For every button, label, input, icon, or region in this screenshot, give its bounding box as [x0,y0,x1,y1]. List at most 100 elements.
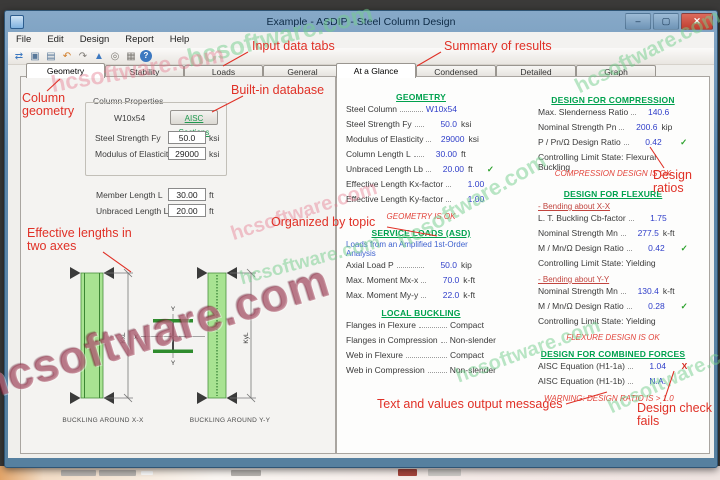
row-unit: kip [461,260,472,270]
cross-section-shape [141,314,205,358]
result-row: Steel Strength Fy 50.0 ksi [346,119,496,134]
result-row: M / Mn/Ω Design Ratio 0.28 ✓ [538,301,688,316]
result-row: L. T. Buckling Cb-factor 1.75 [538,213,688,228]
result-row: Axial Load P 50.0 kip [346,260,496,275]
copy-icon[interactable]: ▣ [30,50,40,62]
row-unit: kip [661,122,673,132]
row-label: Max. Moment Mx-x [346,275,419,285]
row-value: 130.4 [637,286,659,296]
dotted-leader [414,126,424,127]
dotted-leader [421,297,427,298]
titlebar[interactable]: Example - ASDIP - Steel Column Design – … [5,11,717,32]
minimize-button[interactable]: – [625,13,651,30]
row-label: AISC Equation (H1-1a) [538,361,625,371]
row-value: 20.00 [442,164,465,174]
section-designation-label: W10x54 [114,113,146,123]
preview-icon[interactable]: ◎ [110,50,120,62]
row-label: Steel Strength Fy [346,119,412,129]
dotted-leader [426,141,432,142]
row-label: Modulus of Elasticity [346,134,424,144]
result-row: P / Pn/Ω Design Ratio 0.42 ✓ [538,137,688,152]
taskbar-item[interactable] [231,470,261,476]
tab-stability[interactable]: Stability [105,65,184,78]
geometry-section: GEOMETRY Steel Column W10x54 Steel Streng… [346,92,496,221]
print-icon[interactable]: ▦ [126,50,136,62]
taskbar-item[interactable] [428,469,461,476]
tab-condensed[interactable]: Condensed [416,65,496,78]
dotted-leader [446,186,452,187]
tab-detailed[interactable]: Detailed [496,65,576,78]
caption-buckling-xx: BUCKLING AROUND X-X [62,417,144,424]
taskbar-item[interactable] [398,469,417,476]
fail-icon: X [681,361,688,371]
menu-report[interactable]: Report [125,34,154,45]
tab-graph[interactable]: Graph [576,65,656,78]
taskbar-item[interactable] [99,470,136,476]
steel-strength-input[interactable] [168,131,206,144]
result-row: Flanges in Compression Non-slender [346,335,496,350]
row-label: Axial Load P [346,260,394,270]
redo-icon[interactable]: ↷ [78,50,88,62]
row-unit: k-ft [662,228,675,238]
modulus-input[interactable] [168,147,206,160]
result-row: Steel Column W10x54 [346,104,496,119]
axis-y-bottom-label: Y [171,360,176,367]
menu-edit[interactable]: Edit [47,34,64,45]
client-area: File Edit Design Report Help ⇄ ▣ ▤ ↶ ↷ ▲… [8,32,714,458]
desktop-taskbar-strip [0,466,720,480]
row-value: 277.5 [637,228,659,238]
row-value: 0.28 [648,301,665,311]
dotted-leader [446,201,452,202]
row-value: 30.00 [435,149,457,159]
help-icon[interactable]: ? [140,50,152,62]
row-value: 50.0 [440,119,457,129]
menu-help[interactable]: Help [169,34,190,45]
dotted-leader [421,282,427,283]
compression-title: DESIGN FOR COMPRESSION [551,95,675,105]
row-value: 50.0 [440,260,457,270]
menu-design[interactable]: Design [79,34,110,45]
menu-file[interactable]: File [16,34,32,45]
row-label: Column Length L [346,149,411,159]
aisc-sections-button[interactable]: AISC Sections [170,110,218,137]
dotted-leader [400,111,423,112]
result-row: Column Length L 30.00 ft [346,149,496,164]
compression-status: COMPRESSION DESIGN IS OK [554,169,672,178]
row-label: Flanges in Flexure [346,320,416,330]
check-icon: ✓ [680,301,688,311]
result-row: Modulus of Elasticity 29000 ksi [346,134,496,149]
buckling-diagram: KxL X X Y Y [62,267,270,424]
axis-x-left-label: X [134,334,139,341]
row-value: 22.0 [442,290,460,300]
row-unit: ft [461,149,466,159]
tab-at-a-glance[interactable]: At a Glance [336,63,416,78]
result-row: AISC Equation (H1-1b) N.A. [538,376,688,391]
taskbar-item[interactable] [141,471,153,475]
dotted-leader [626,250,632,251]
result-row: Unbraced Length Lb 20.00 ft ✓ [346,164,496,179]
member-length-label: Member Length L [96,190,163,200]
close-button[interactable]: ✕ [681,13,713,30]
dimension-kyl [230,268,256,403]
tab-geometry[interactable]: Geometry [26,63,105,78]
refresh-icon[interactable]: ⇄ [14,50,24,62]
kxl-dim-label: KxL [120,332,127,344]
service-loads-section: SERVICE LOADS (ASD) Loads from an Amplif… [346,228,496,305]
dotted-leader [623,144,629,145]
paste-icon[interactable]: ▤ [46,50,56,62]
bending-yy-heading: - Bending about Y-Y [538,275,610,284]
undo-icon[interactable]: ↶ [62,50,72,62]
maximize-button[interactable]: ▢ [653,13,679,30]
member-length-input[interactable] [168,188,206,201]
steel-strength-label: Steel Strength Fy [95,133,161,143]
flexure-x-limit-state: Controlling Limit State: Yielding [538,258,656,268]
taskbar-item[interactable] [61,470,96,476]
design-icon[interactable]: ▲ [94,50,104,62]
row-label: Max. Moment My-y [346,290,419,300]
row-value: 1.04 [649,361,666,371]
kyl-dim-label: KyL [243,332,250,344]
dotted-leader [413,156,424,157]
row-unit: ksi [468,134,479,144]
row-value: 70.0 [442,275,460,285]
unbraced-length-input[interactable] [168,204,206,217]
